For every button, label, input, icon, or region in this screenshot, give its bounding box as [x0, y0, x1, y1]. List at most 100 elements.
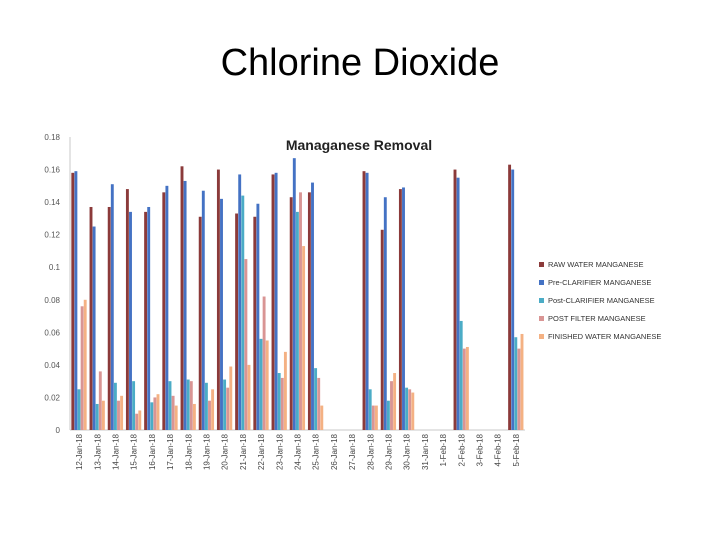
x-tick-label: 26-Jan-18: [330, 433, 339, 470]
bar-0-18: [398, 189, 402, 430]
bar-2-8: [223, 379, 227, 430]
bar-4-10: [265, 340, 269, 430]
legend-swatch-0: [539, 262, 544, 267]
bar-1-0: [74, 171, 78, 430]
y-tick-label: 0.12: [44, 231, 60, 240]
x-tick-label: 16-Jan-18: [148, 433, 157, 470]
bar-1-24: [511, 169, 515, 430]
bar-4-1: [101, 400, 105, 430]
legend-swatch-4: [539, 334, 544, 339]
y-tick-label: 0.14: [44, 198, 60, 207]
bar-1-1: [92, 226, 96, 430]
bar-3-2: [117, 400, 120, 430]
bar-4-2: [120, 395, 124, 430]
x-tick-label: 29-Jan-18: [385, 433, 394, 470]
x-tick-label: 21-Jan-18: [239, 433, 248, 470]
x-tick-label: 13-Jan-18: [93, 433, 102, 470]
bar-2-6: [186, 379, 190, 430]
x-tick-label: 28-Jan-18: [366, 433, 375, 470]
bar-3-1: [98, 371, 102, 430]
bar-0-0: [71, 172, 75, 430]
bar-3-16: [371, 405, 375, 430]
bar-4-7: [211, 389, 215, 430]
bar-0-11: [271, 174, 275, 430]
bar-1-3: [129, 211, 132, 430]
y-tick-label: 0.04: [44, 361, 60, 370]
bar-3-7: [208, 400, 211, 430]
bar-2-21: [459, 320, 463, 430]
x-tick-label: 12-Jan-18: [75, 433, 84, 470]
bar-3-12: [299, 192, 302, 430]
x-tick-label: 4-Feb-18: [494, 433, 503, 466]
x-tick-label: 17-Jan-18: [166, 433, 175, 470]
bar-1-6: [183, 180, 187, 430]
legend-swatch-1: [539, 280, 544, 285]
bar-1-4: [147, 206, 151, 430]
bar-4-13: [320, 405, 324, 430]
bar-3-3: [135, 413, 139, 430]
bar-0-24: [508, 164, 512, 431]
bar-0-3: [125, 189, 129, 430]
bar-1-5: [165, 185, 169, 430]
bar-0-6: [180, 166, 184, 431]
bar-0-7: [198, 216, 202, 430]
bar-3-8: [226, 387, 230, 430]
bar-4-18: [411, 392, 415, 430]
bar-0-2: [107, 206, 111, 430]
y-tick-label: 0.02: [44, 393, 60, 402]
bar-3-21: [462, 348, 466, 430]
bar-2-12: [295, 211, 299, 430]
bar-0-1: [89, 206, 93, 430]
x-tick-label: 1-Feb-18: [439, 433, 448, 466]
legend-label-0: RAW WATER MANGANESE: [548, 260, 644, 269]
bar-4-0: [83, 299, 87, 430]
bar-0-17: [380, 229, 384, 430]
bar-0-12: [289, 197, 293, 430]
x-tick-label: 30-Jan-18: [403, 433, 412, 470]
bar-4-11: [283, 351, 287, 430]
bar-4-17: [393, 373, 397, 430]
y-tick-label: 0.08: [44, 296, 60, 305]
x-tick-label: 22-Jan-18: [257, 433, 266, 470]
bar-3-11: [280, 377, 284, 430]
bar-1-8: [220, 198, 223, 430]
y-tick-label: 0.16: [44, 166, 60, 175]
bar-0-9: [235, 213, 239, 430]
bar-2-18: [405, 387, 409, 430]
bar-2-11: [277, 373, 281, 430]
bar-1-12: [292, 158, 296, 430]
bar-0-16: [362, 171, 366, 430]
bar-3-9: [244, 259, 248, 430]
bar-4-24: [520, 333, 524, 430]
bar-2-0: [77, 389, 81, 430]
bar-4-5: [174, 405, 178, 430]
bar-2-3: [132, 381, 136, 430]
bar-4-21: [465, 346, 469, 430]
bar-4-12: [302, 246, 306, 430]
x-tick-label: 27-Jan-18: [348, 433, 357, 470]
bar-1-16: [365, 172, 369, 430]
bar-2-16: [368, 389, 372, 430]
bar-3-13: [317, 377, 321, 430]
bar-4-6: [192, 403, 196, 430]
bar-3-24: [517, 348, 521, 430]
y-tick-label: 0.1: [49, 263, 61, 272]
bar-1-17: [383, 197, 387, 430]
bar-2-1: [95, 403, 99, 430]
bar-4-9: [247, 364, 251, 430]
bar-2-13: [314, 368, 318, 430]
x-tick-label: 19-Jan-18: [203, 433, 212, 470]
x-tick-label: 2-Feb-18: [457, 433, 466, 466]
bar-4-3: [138, 410, 142, 430]
y-tick-label: 0.06: [44, 328, 60, 337]
bar-0-8: [216, 169, 220, 430]
bar-0-13: [307, 192, 311, 430]
x-tick-label: 20-Jan-18: [221, 433, 230, 470]
x-tick-label: 3-Feb-18: [476, 433, 485, 466]
bar-2-24: [514, 337, 518, 430]
bar-1-2: [110, 184, 114, 430]
legend-label-4: FINISHED WATER MANGANESE: [548, 332, 661, 341]
bar-1-11: [274, 172, 278, 430]
x-tick-label: 23-Jan-18: [275, 433, 284, 470]
bar-2-5: [168, 381, 172, 430]
